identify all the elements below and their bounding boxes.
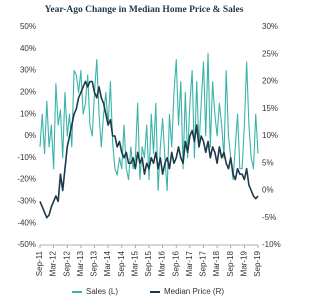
y2-tick-label: -10%: [262, 240, 281, 249]
x-tick-label: Mar-12: [49, 250, 58, 276]
x-tick-label: Sep-13: [90, 250, 99, 276]
x-tick-label: Mar-16: [158, 250, 167, 276]
y2-tick-label: 15%: [262, 104, 278, 113]
x-tick-label: Sep-19: [253, 250, 262, 276]
y-tick-label: 40%: [20, 44, 36, 53]
x-tick-label: Mar-15: [130, 250, 139, 276]
chart-title: Year-Ago Change in Median Home Price & S…: [45, 5, 244, 15]
y-tick-label: 20%: [20, 88, 36, 97]
y2-tick-label: 25%: [262, 49, 278, 58]
y-tick-label: -30%: [17, 197, 36, 206]
x-tick-label: Sep-16: [171, 250, 180, 276]
x-tick-label: Sep-18: [226, 250, 235, 276]
y-tick-label: 30%: [20, 66, 36, 75]
y-tick-label: 0%: [24, 131, 36, 140]
y2-tick-label: 30%: [262, 22, 278, 31]
y2-tick-label: -5%: [262, 213, 276, 222]
y-tick-label: 50%: [20, 22, 36, 31]
y2-tick-label: 20%: [262, 77, 278, 86]
x-tick-label: Mar-13: [76, 250, 85, 276]
y2-tick-label: 5%: [262, 158, 274, 167]
legend-label: Median Price (R): [164, 287, 224, 296]
x-tick-label: Mar-19: [239, 250, 248, 276]
y2-tick-label: 0%: [262, 186, 274, 195]
x-tick-label: Mar-18: [212, 250, 221, 276]
x-tick-label: Sep-17: [199, 250, 208, 276]
y-tick-label: -10%: [17, 153, 36, 162]
y-tick-label: -50%: [17, 240, 36, 249]
series-line: [39, 52, 259, 192]
x-tick-label: Mar-14: [103, 250, 112, 276]
y-tick-label: -40%: [17, 218, 36, 227]
y-tick-label: 10%: [20, 109, 36, 118]
series-line: [39, 80, 259, 219]
y2-tick-label: 10%: [262, 131, 278, 140]
x-tick-label: Mar-17: [185, 250, 194, 276]
x-tick-label: Sep-12: [62, 250, 71, 276]
chart: Year-Ago Change in Median Home Price & S…: [17, 5, 281, 296]
x-tick-label: Sep-14: [117, 250, 126, 276]
x-tick-label: Sep-15: [144, 250, 153, 276]
y-tick-label: -20%: [17, 175, 36, 184]
x-tick-label: Sep-11: [35, 250, 44, 276]
legend-label: Sales (L): [86, 287, 118, 296]
